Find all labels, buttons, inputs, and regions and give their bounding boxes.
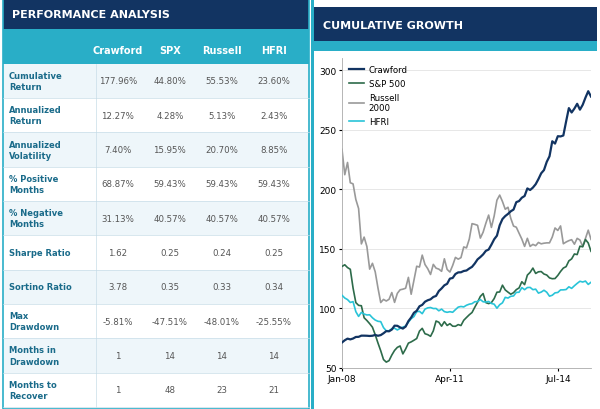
Text: 1: 1 xyxy=(115,351,121,360)
Text: -47.51%: -47.51% xyxy=(152,317,188,326)
Text: 12.27%: 12.27% xyxy=(101,112,134,121)
Text: SPX: SPX xyxy=(159,46,181,56)
Text: 3.78: 3.78 xyxy=(108,283,127,292)
Text: 59.43%: 59.43% xyxy=(154,180,186,189)
Text: 21: 21 xyxy=(268,385,280,394)
FancyBboxPatch shape xyxy=(3,373,309,407)
FancyBboxPatch shape xyxy=(3,65,309,99)
FancyBboxPatch shape xyxy=(3,29,309,37)
Text: 7.40%: 7.40% xyxy=(104,146,131,155)
Text: 14: 14 xyxy=(216,351,227,360)
Text: 31.13%: 31.13% xyxy=(101,214,134,223)
Text: 0.33: 0.33 xyxy=(212,283,232,292)
Text: Max
Drawdown: Max Drawdown xyxy=(9,311,59,331)
FancyBboxPatch shape xyxy=(3,0,309,29)
Text: 2.43%: 2.43% xyxy=(260,112,287,121)
FancyBboxPatch shape xyxy=(312,42,597,52)
Text: 14: 14 xyxy=(164,351,175,360)
Text: 14: 14 xyxy=(268,351,280,360)
Text: 23.60%: 23.60% xyxy=(257,77,290,86)
Text: 20.70%: 20.70% xyxy=(205,146,238,155)
Text: Months in
Drawdown: Months in Drawdown xyxy=(9,346,59,366)
Text: -48.01%: -48.01% xyxy=(204,317,240,326)
FancyBboxPatch shape xyxy=(3,236,309,270)
Text: 5.13%: 5.13% xyxy=(208,112,235,121)
Legend: Crawford, S&P 500, Russell
2000, HFRI: Crawford, S&P 500, Russell 2000, HFRI xyxy=(346,64,410,129)
Text: 40.57%: 40.57% xyxy=(257,214,290,223)
Text: Months to
Recover: Months to Recover xyxy=(9,380,57,400)
Text: Sharpe Ratio: Sharpe Ratio xyxy=(9,248,71,257)
Text: HFRI: HFRI xyxy=(261,46,287,56)
FancyBboxPatch shape xyxy=(3,133,309,167)
FancyBboxPatch shape xyxy=(312,8,597,43)
Text: PERFORMANCE ANALYSIS: PERFORMANCE ANALYSIS xyxy=(12,10,170,20)
Text: Russell: Russell xyxy=(202,46,242,56)
Text: Cumulative
Return: Cumulative Return xyxy=(9,72,63,92)
FancyBboxPatch shape xyxy=(3,304,309,339)
Text: 1.62: 1.62 xyxy=(108,248,127,257)
Text: 0.25: 0.25 xyxy=(264,248,283,257)
Text: 40.57%: 40.57% xyxy=(154,214,186,223)
Text: 1: 1 xyxy=(115,385,121,394)
Text: CUMULATIVE GROWTH: CUMULATIVE GROWTH xyxy=(323,20,463,31)
Text: 177.96%: 177.96% xyxy=(98,77,137,86)
Text: 0.24: 0.24 xyxy=(212,248,232,257)
Text: 0.35: 0.35 xyxy=(160,283,179,292)
Text: 8.85%: 8.85% xyxy=(260,146,287,155)
FancyBboxPatch shape xyxy=(3,270,309,304)
Text: % Negative
Months: % Negative Months xyxy=(9,209,63,229)
Text: 40.57%: 40.57% xyxy=(205,214,238,223)
Text: Annualized
Volatility: Annualized Volatility xyxy=(9,140,62,160)
Text: 59.43%: 59.43% xyxy=(257,180,290,189)
Text: 0.25: 0.25 xyxy=(160,248,179,257)
FancyBboxPatch shape xyxy=(3,339,309,373)
FancyBboxPatch shape xyxy=(3,202,309,236)
Text: -5.81%: -5.81% xyxy=(103,317,133,326)
Text: 59.43%: 59.43% xyxy=(205,180,238,189)
FancyBboxPatch shape xyxy=(3,167,309,202)
FancyBboxPatch shape xyxy=(311,0,314,409)
Text: Annualized
Return: Annualized Return xyxy=(9,106,62,126)
Text: Crawford: Crawford xyxy=(92,46,143,56)
Text: 4.28%: 4.28% xyxy=(156,112,184,121)
Text: 44.80%: 44.80% xyxy=(154,77,186,86)
Text: 55.53%: 55.53% xyxy=(205,77,238,86)
FancyBboxPatch shape xyxy=(3,99,309,133)
Text: 48: 48 xyxy=(164,385,175,394)
Text: -25.55%: -25.55% xyxy=(256,317,292,326)
Text: 0.34: 0.34 xyxy=(264,283,283,292)
Text: 23: 23 xyxy=(216,385,227,394)
Text: 68.87%: 68.87% xyxy=(101,180,134,189)
Text: Sortino Ratio: Sortino Ratio xyxy=(9,283,72,292)
FancyBboxPatch shape xyxy=(3,37,309,65)
Text: % Positive
Months: % Positive Months xyxy=(9,174,58,194)
Text: 15.95%: 15.95% xyxy=(154,146,186,155)
